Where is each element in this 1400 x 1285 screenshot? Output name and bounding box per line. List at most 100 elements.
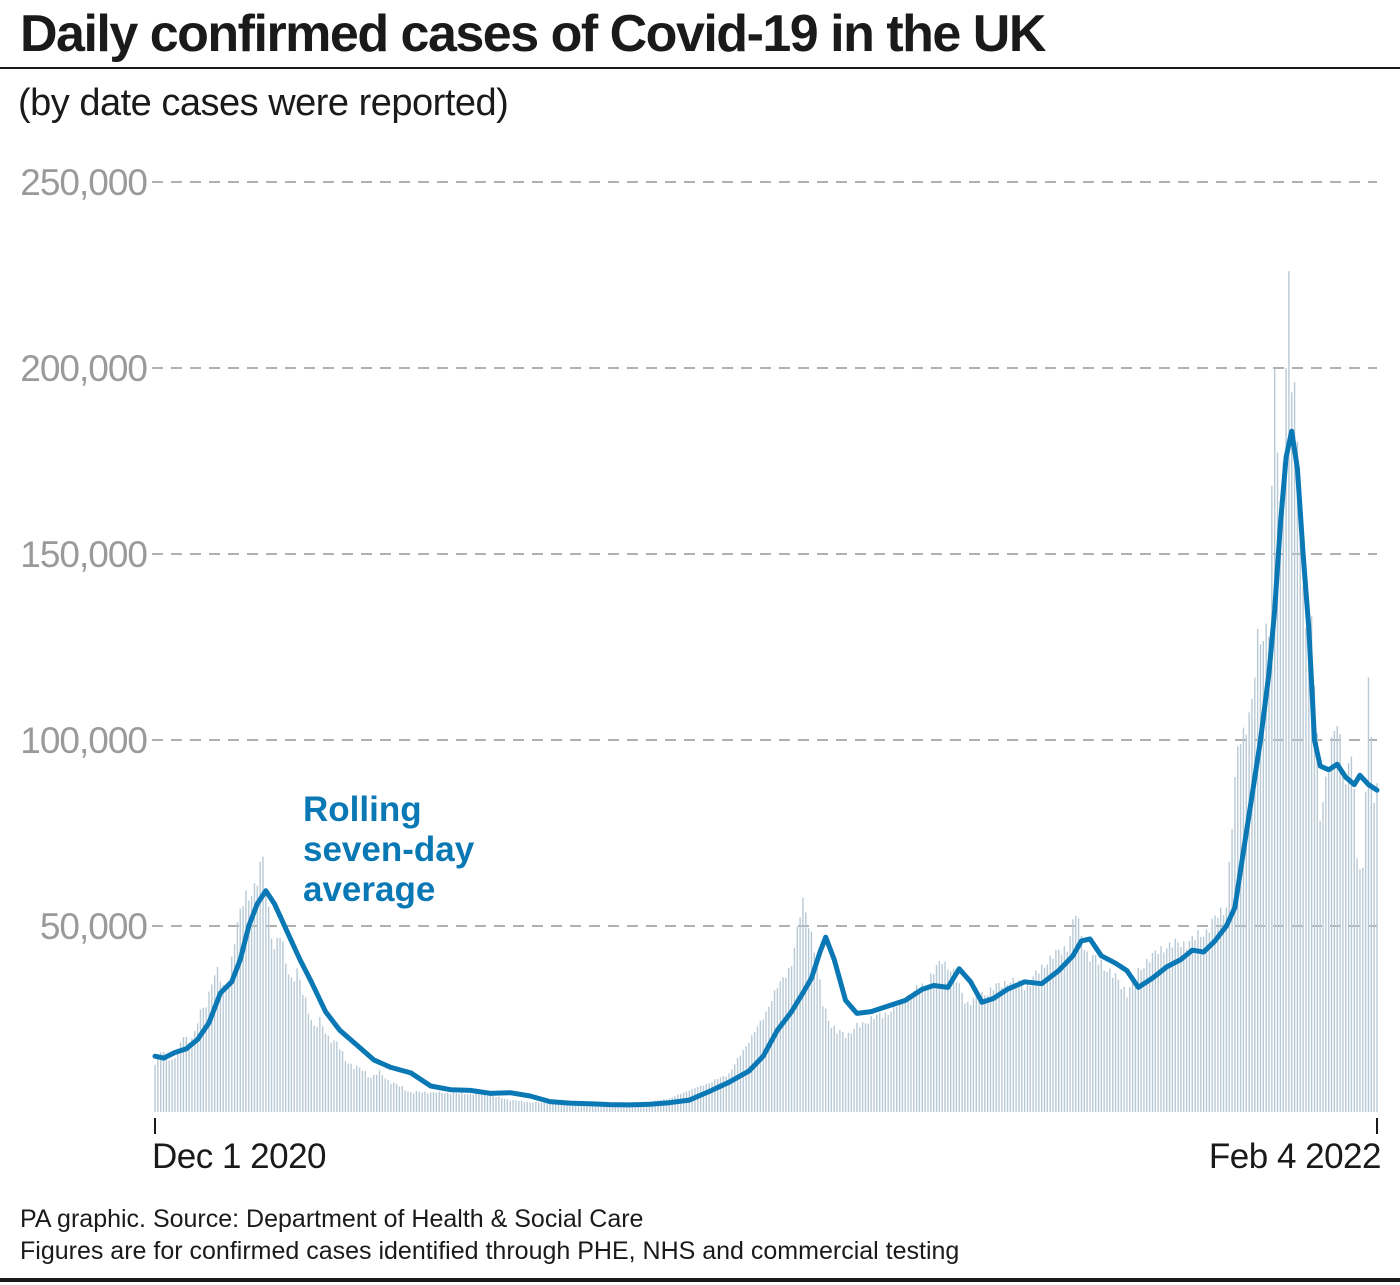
seven-day-average-line [152,428,1380,1108]
daily-case-bar [702,1085,705,1112]
daily-case-bar [1015,984,1017,1112]
daily-case-bar [873,1018,875,1112]
daily-case-bar [279,938,281,1112]
daily-case-bar [498,1096,500,1112]
daily-case-bar [307,1013,310,1112]
daily-case-bar [1137,967,1139,1112]
daily-case-bar [731,1069,733,1112]
daily-case-bar [1072,919,1074,1112]
daily-case-bar [273,949,276,1112]
daily-case-bar [927,985,929,1112]
daily-case-bar [1166,948,1168,1112]
daily-case-bar [819,979,821,1112]
daily-case-bar [196,1023,199,1112]
daily-case-bar [364,1071,366,1112]
daily-case-bar [1313,685,1316,1112]
daily-case-bar [566,1103,568,1112]
daily-case-bar [1376,783,1378,1112]
daily-case-bar [1285,368,1287,1112]
daily-case-bar [654,1100,656,1112]
daily-case-bar [540,1102,543,1112]
daily-case-bar [950,971,952,1112]
y-tick-label: 200,000 [20,348,147,389]
daily-case-bar [1143,968,1145,1112]
daily-case-bar [958,983,960,1112]
daily-case-bar [992,990,995,1112]
daily-case-bar [478,1094,480,1112]
daily-case-bar [1259,644,1262,1112]
daily-case-bar [1168,942,1171,1112]
daily-case-bar [1052,958,1054,1112]
footer: PA graphic. Source: Department of Health… [20,1203,959,1267]
x-axis: Dec 1 2020 Feb 4 2022 [152,1118,1382,1176]
daily-cases-bars [154,271,1378,1113]
daily-case-bar [159,1052,162,1112]
daily-case-bar [506,1099,509,1112]
daily-case-bar [844,1037,847,1112]
methodology-note: Figures are for confirmed cases identifi… [20,1237,960,1265]
daily-case-bar [202,1007,205,1112]
daily-case-bar [1364,791,1367,1112]
daily-case-bar [921,983,923,1112]
daily-case-bar [1180,947,1182,1112]
y-tick-label: 50,000 [40,906,148,947]
daily-case-bar [1185,949,1188,1112]
daily-case-bar [822,1006,824,1112]
daily-case-bar [1131,978,1134,1112]
daily-case-bar [1060,954,1063,1112]
daily-case-bar [705,1084,708,1112]
daily-case-bar [302,995,304,1112]
daily-case-bar [859,1027,861,1112]
daily-case-bar [887,1014,889,1112]
daily-case-bar [304,997,307,1112]
daily-case-bar [267,906,270,1112]
daily-case-bar [930,973,932,1112]
daily-case-bar [213,975,216,1112]
daily-case-bar [265,889,267,1112]
daily-case-bar [955,982,958,1112]
daily-case-bar [1330,737,1333,1112]
daily-case-bar [162,1052,165,1112]
daily-case-bar [1336,725,1338,1112]
daily-case-bar [660,1099,662,1112]
daily-case-bar [1097,964,1100,1112]
daily-case-bar [1080,935,1083,1112]
daily-case-bar [1302,586,1304,1112]
daily-case-bar [753,1031,756,1112]
daily-case-bar [1305,627,1307,1112]
daily-case-bar [986,995,989,1112]
daily-case-bar [978,998,980,1112]
daily-case-bar [532,1102,534,1112]
daily-case-bar [429,1092,432,1112]
daily-case-bar [1273,369,1276,1113]
daily-case-bar [1268,636,1270,1112]
daily-case-bar [526,1102,528,1112]
daily-case-bar [1004,980,1006,1112]
daily-case-bar [1310,616,1313,1112]
daily-case-bar [1211,918,1213,1112]
daily-case-bar [199,1009,202,1112]
daily-case-bar [1029,985,1031,1112]
daily-case-bar [626,1103,628,1112]
daily-case-bar [1342,776,1344,1112]
daily-case-bar [770,1001,773,1112]
daily-case-bar [1123,986,1125,1112]
daily-case-bar [327,1035,330,1112]
daily-case-bar [722,1075,725,1112]
daily-case-bar [384,1078,386,1112]
daily-case-bar [699,1085,702,1112]
daily-case-bar [719,1077,722,1112]
daily-case-bar [995,983,997,1112]
daily-case-bar [1134,978,1137,1112]
daily-case-bar [1288,271,1290,1112]
daily-case-bar [748,1042,750,1112]
daily-case-bar [1112,977,1114,1112]
daily-case-bar [287,974,290,1112]
daily-case-bar [915,985,918,1112]
daily-case-bar [591,1104,594,1112]
daily-case-bar [1231,828,1233,1112]
daily-case-bar [606,1104,608,1112]
daily-case-bar [1094,955,1097,1112]
daily-case-bar [1140,969,1142,1112]
daily-case-bar [270,938,273,1112]
